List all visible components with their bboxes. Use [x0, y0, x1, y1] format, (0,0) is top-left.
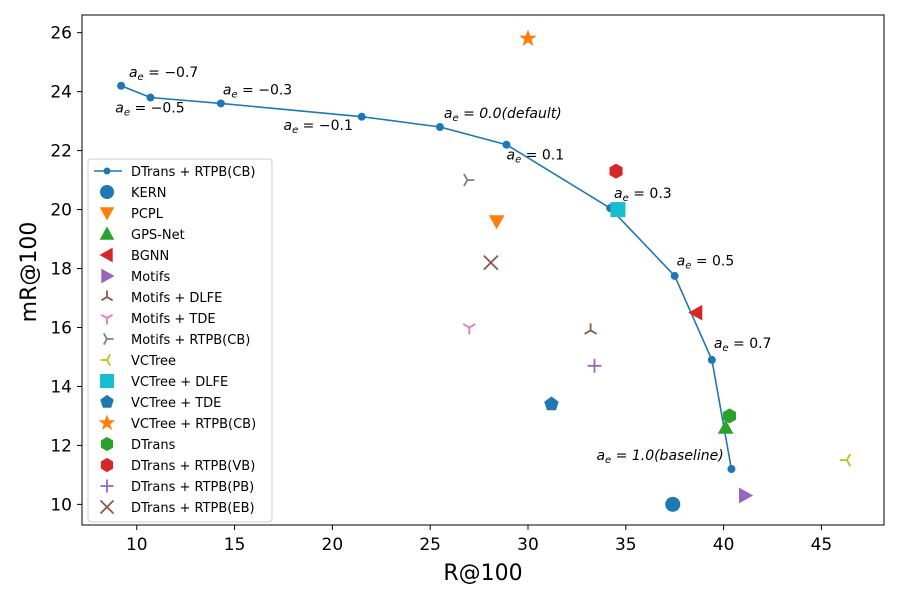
x-tick-label-4: 30: [517, 535, 539, 555]
y-tick-label-5: 20: [50, 201, 72, 221]
x-tick-label-5: 35: [615, 535, 637, 555]
legend-label-16: DTrans + RTPB(EB): [131, 501, 255, 516]
annotation-8: ae = 0.7: [714, 336, 772, 354]
legend-marker-16: [99, 499, 115, 515]
legend-marker-14: [100, 457, 114, 473]
legend-label-10: VCTree + DLFE: [131, 375, 228, 390]
point-14: [587, 358, 602, 373]
legend-marker-7: [100, 314, 114, 325]
legend: DTrans + RTPB(CB) KERN PCPL GPS-Net BGNN Moti…: [87, 158, 273, 523]
legend-box: [87, 158, 273, 523]
x-axis-label: R@100: [443, 561, 522, 586]
point-15: [483, 254, 499, 271]
y-tick-label-1: 12: [50, 436, 72, 456]
annotation-6: ae = 0.3: [614, 186, 672, 204]
point-12: [722, 408, 736, 424]
legend-label-2: PCPL: [131, 207, 164, 222]
annotations: ae = −0.7 ae = −0.5 ae = −0.3 ae = −0.1 ae =…: [115, 65, 771, 466]
point-8: [839, 453, 852, 467]
annotation-9: ae = 1.0(baseline): [596, 448, 723, 466]
legend-marker-8: [103, 332, 114, 346]
series-line: [117, 81, 736, 473]
legend-label-9: VCTree: [131, 354, 176, 369]
series-line-point-2: [216, 99, 225, 108]
y-axis: 10 12 14 16 18 20 22 24 26: [50, 24, 82, 515]
x-tick-label-2: 20: [322, 535, 344, 555]
y-tick-label-2: 14: [50, 377, 72, 397]
annotation-3: ae = −0.1: [283, 118, 352, 136]
point-9: [610, 202, 626, 218]
annotation-2: ae = −0.3: [223, 83, 292, 101]
series-line-point-0: [117, 81, 126, 90]
x-tick-label-6: 40: [713, 535, 735, 555]
series-line-point-4: [435, 123, 444, 132]
y-axis-label: mR@100: [17, 222, 42, 323]
legend-marker-2: [99, 207, 115, 221]
plot-area: [81, 14, 885, 526]
legend-marker-15: [100, 479, 114, 493]
legend-marker-4: [99, 247, 113, 263]
point-7: [463, 173, 475, 187]
series-line-point-9: [727, 464, 736, 473]
y-tick-label-4: 18: [50, 260, 72, 280]
y-tick-label-8: 26: [50, 24, 72, 44]
annotation-4: ae = 0.0(default): [444, 106, 562, 124]
point-0: [665, 496, 681, 512]
series-line-point-8: [707, 355, 716, 364]
point-11: [519, 29, 537, 47]
legend-marker-6: [100, 290, 114, 302]
annotation-0: ae = −0.7: [129, 65, 198, 83]
legend-marker-10: [100, 374, 114, 388]
legend-label-4: BGNN: [131, 249, 169, 264]
legend-marker-3: [99, 226, 115, 240]
series-line-point-3: [357, 112, 366, 121]
plot-frame: [81, 14, 885, 526]
x-tick-label-3: 25: [419, 535, 441, 555]
point-4: [739, 487, 754, 504]
x-tick-label-1: 15: [224, 535, 246, 555]
point-1: [488, 215, 505, 230]
legend-marker-12: [98, 414, 116, 431]
legend-marker-1: [100, 185, 114, 199]
legend-label-6: Motifs + DLFE: [131, 291, 222, 306]
legend-label-11: VCTree + TDE: [131, 396, 221, 411]
legend-label-8: Motifs + RTPB(CB): [131, 333, 250, 348]
y-tick-label-7: 24: [50, 83, 72, 103]
annotation-5: ae = 0.1: [506, 147, 564, 165]
y-tick-label-6: 22: [50, 142, 72, 162]
legend-label-12: VCTree + RTPB(CB): [131, 417, 256, 432]
legend-label-13: DTrans: [131, 438, 176, 453]
legend-label-14: DTrans + RTPB(VB): [131, 459, 255, 474]
annotation-1: ae = −0.5: [115, 100, 184, 118]
legend-label-7: Motifs + TDE: [131, 312, 216, 327]
point-2: [717, 419, 734, 434]
series-line-point-7: [670, 271, 679, 280]
legend-label-0: DTrans + RTPB(CB): [131, 165, 255, 180]
legend-marker-11: [100, 394, 114, 408]
y-tick-label-3: 16: [50, 318, 72, 338]
legend-label-5: Motifs: [131, 270, 170, 285]
legend-marker-9: [100, 353, 112, 367]
legend-label-3: GPS-Net: [131, 228, 185, 243]
point-13: [609, 163, 623, 179]
x-tick-label-0: 10: [126, 535, 148, 555]
annotation-7: ae = 0.5: [677, 254, 735, 272]
legend-label-1: KERN: [131, 186, 167, 201]
point-5: [584, 323, 598, 335]
legend-marker-13: [100, 436, 114, 452]
point-10: [544, 396, 559, 411]
x-axis: 10 15 20 25 30 35 40 45: [126, 525, 832, 555]
legend-line-dot: [103, 167, 111, 175]
scatter-points: [462, 29, 852, 512]
series-line-point-5: [502, 140, 511, 149]
point-3: [688, 304, 703, 321]
y-tick-label-0: 10: [50, 495, 72, 515]
series-line-point-1: [146, 93, 155, 102]
series-line-path: [120, 85, 733, 470]
x-tick-label-7: 45: [811, 535, 833, 555]
legend-label-15: DTrans + RTPB(PB): [131, 480, 254, 495]
legend-marker-5: [101, 268, 115, 284]
point-6: [462, 323, 476, 335]
